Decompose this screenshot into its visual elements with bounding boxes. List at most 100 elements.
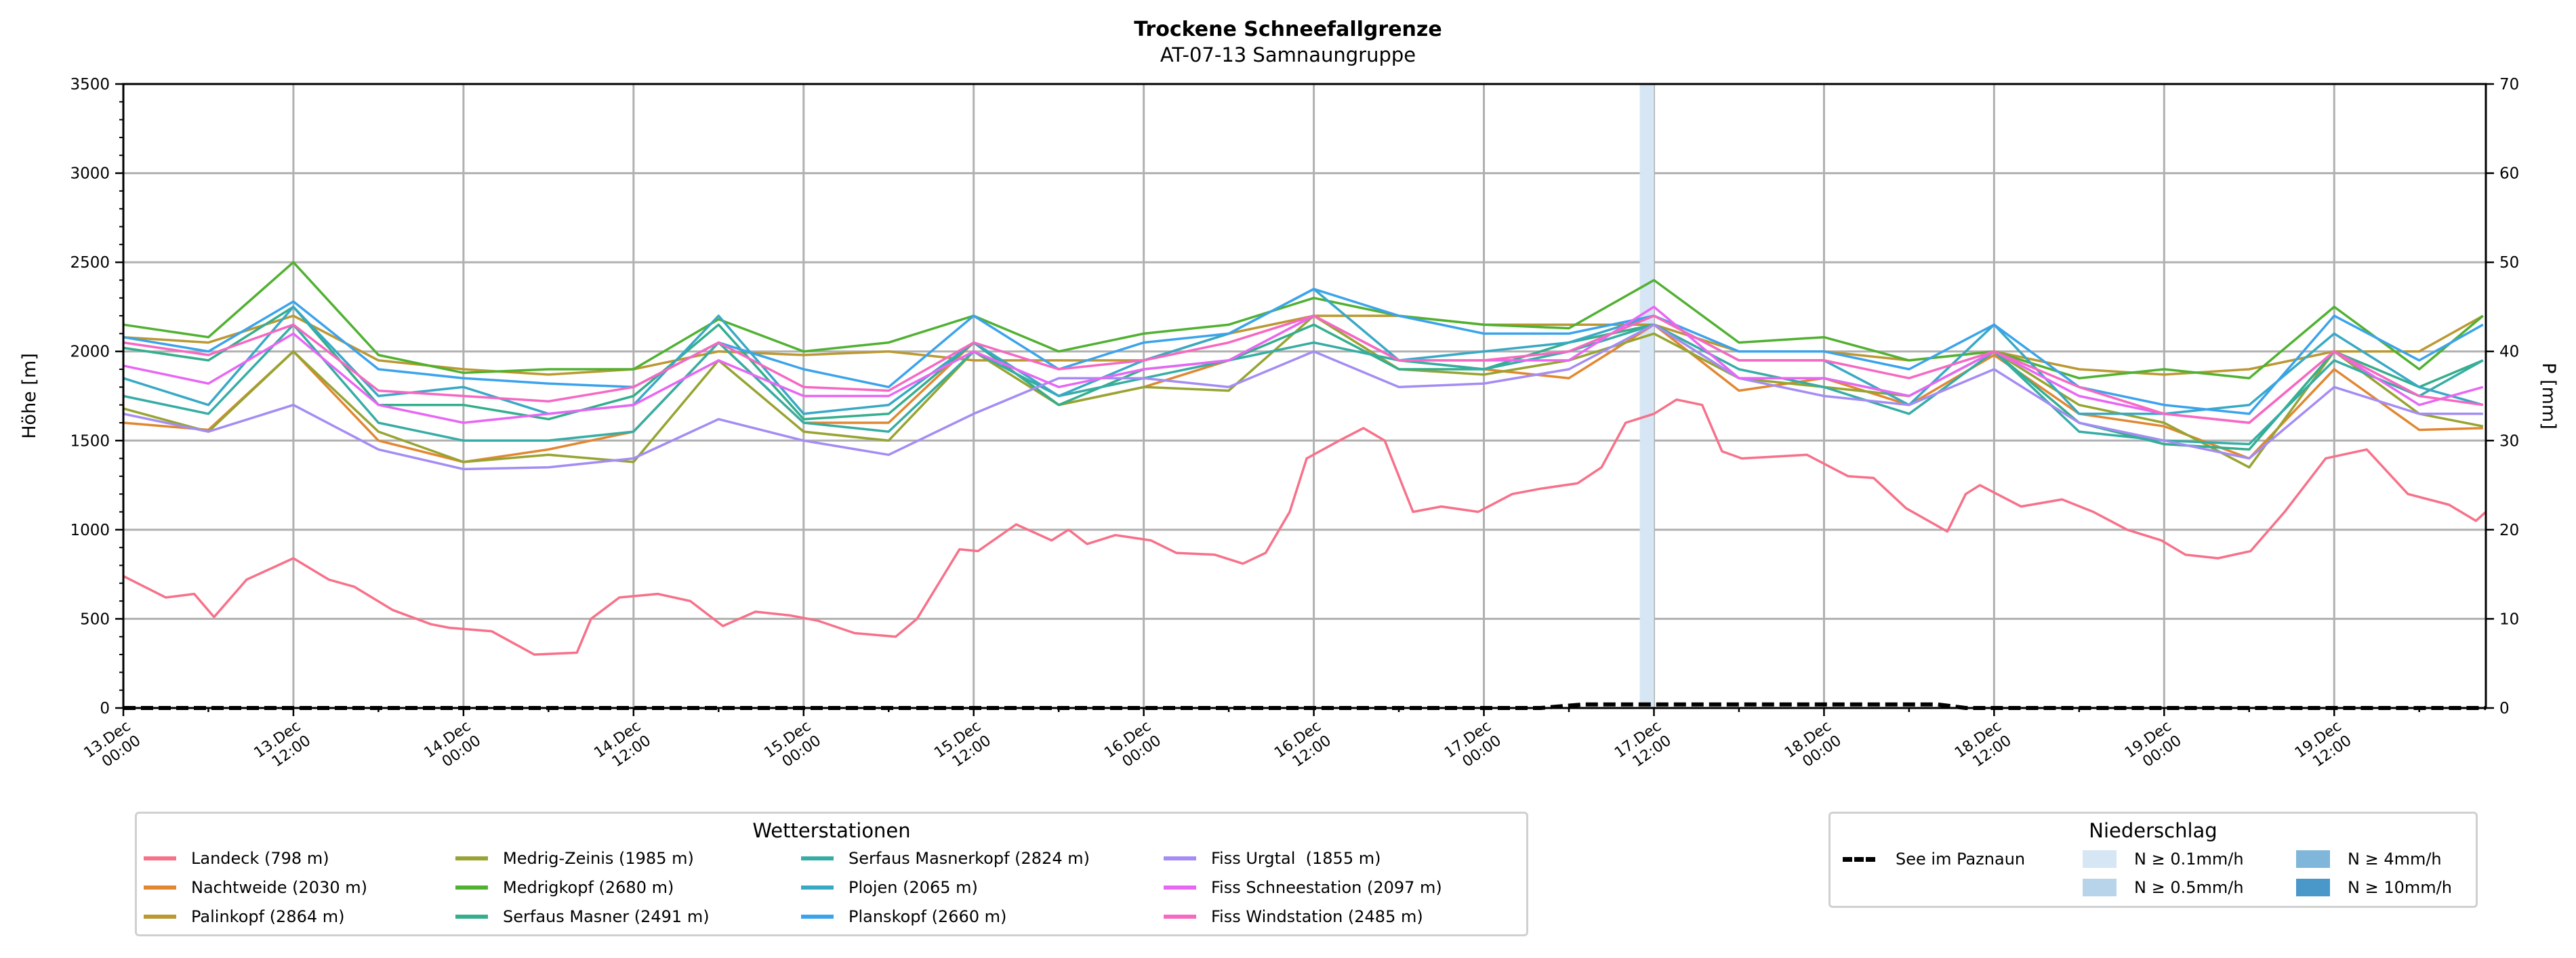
series-line-landeck-798-m-	[123, 398, 2487, 656]
legend-swatch	[455, 886, 488, 890]
legend-label: Fiss Windstation (2485 m)	[1211, 907, 1423, 926]
y2-tick-label: 40	[2499, 343, 2519, 361]
y-tick-label: 3500	[70, 76, 110, 93]
legend-item-precip-class: N ≥ 0.1mm/h	[2083, 850, 2244, 869]
legend-label: Nachtweide (2030 m)	[191, 878, 367, 897]
legend-swatch	[2296, 879, 2330, 896]
legend-stations-title: Wetterstationen	[752, 819, 911, 842]
legend-swatch	[801, 886, 834, 890]
legend-label: Planskopf (2660 m)	[849, 907, 1007, 926]
legend-item: Fiss Urgtal (1855 m)	[1164, 849, 1381, 868]
y2-tick-label: 0	[2499, 700, 2510, 717]
legend-swatch	[2296, 850, 2330, 868]
y-tick-label: 1000	[70, 522, 110, 539]
x-tick-label: 19.Dec12:00	[2292, 717, 2355, 776]
y2-tick-label: 50	[2499, 254, 2519, 272]
chart-title: Trockene Schneefallgrenze	[1134, 18, 1442, 41]
legend-swatch	[455, 915, 488, 919]
legend-label: Landeck (798 m)	[191, 849, 329, 868]
legend-swatch	[1164, 886, 1196, 890]
legend-label: N ≥ 10mm/h	[2348, 878, 2452, 897]
legend-item: Fiss Windstation (2485 m)	[1164, 907, 1423, 926]
precip-spans	[1639, 84, 1654, 708]
legend-item-precip-class: N ≥ 0.5mm/h	[2083, 878, 2244, 897]
legend-label: N ≥ 0.1mm/h	[2134, 850, 2244, 869]
series-line-serfaus-masnerkopf-2824-m-	[123, 323, 2484, 446]
legend-item: Palinkopf (2864 m)	[144, 907, 345, 926]
y-tick-label: 2500	[70, 254, 110, 272]
legend-item: Plojen (2065 m)	[801, 878, 978, 897]
chart-subtitle: AT-07-13 Samnaungruppe	[1160, 43, 1416, 66]
legend-swatch	[2083, 879, 2117, 896]
x-tick-label: 13.Dec00:00	[81, 717, 144, 776]
series-lines	[123, 261, 2487, 710]
legend-item: Fiss Schneestation (2097 m)	[1164, 878, 1442, 897]
x-tick-label: 18.Dec00:00	[1782, 717, 1845, 776]
y2-tick-label: 20	[2499, 522, 2519, 539]
legend-precip: Niederschlag See im Paznaun N ≥ 0.1mm/h N…	[1828, 812, 2478, 908]
legend-label: See im Paznaun	[1896, 850, 2026, 869]
legend-item: Medrigkopf (2680 m)	[455, 878, 674, 897]
legend-swatch	[2083, 850, 2117, 868]
x-tick-label: 16.Dec00:00	[1101, 717, 1164, 776]
legend-label: Medrigkopf (2680 m)	[503, 878, 674, 897]
legend-label: Palinkopf (2864 m)	[191, 907, 345, 926]
legend-item: Planskopf (2660 m)	[801, 907, 1006, 926]
y-tick-label: 2000	[70, 343, 110, 361]
legend-item: Nachtweide (2030 m)	[144, 878, 367, 897]
y-tick-label: 500	[80, 610, 110, 628]
legend-precip-title: Niederschlag	[2089, 819, 2217, 842]
legend-item-precip-class: N ≥ 10mm/h	[2296, 878, 2452, 897]
legend-swatch	[455, 856, 488, 860]
legend-label: Serfaus Masner (2491 m)	[503, 907, 710, 926]
series-line-fiss-windstation-2485-m-	[123, 314, 2484, 424]
y2-tick-label: 70	[2499, 76, 2519, 93]
legend-label: Medrig-Zeinis (1985 m)	[503, 849, 694, 868]
legend-swatch	[144, 856, 176, 860]
y2-tick-label: 30	[2499, 432, 2519, 450]
precip-span	[1639, 84, 1654, 708]
plot-frame	[122, 83, 2487, 709]
x-tick-label: 16.Dec12:00	[1271, 717, 1334, 776]
legend-swatch	[801, 856, 834, 860]
legend-label: N ≥ 4mm/h	[2348, 850, 2442, 869]
y-tick-label: 1500	[70, 432, 110, 450]
legend-swatch	[801, 915, 834, 919]
legend-item-see-im-paznaun: See im Paznaun	[1843, 850, 2025, 869]
series-line-planskopf-2660-m-	[123, 287, 2484, 415]
legend-stations: Wetterstationen Landeck (798 m) Nachtweid…	[135, 812, 1528, 936]
legend-swatch	[1164, 915, 1196, 919]
x-tick-label: 17.Dec12:00	[1612, 717, 1675, 776]
y2-tick-label: 10	[2499, 610, 2519, 628]
legend-item-precip-class: N ≥ 4mm/h	[2296, 850, 2442, 869]
x-tick-label: 19.Dec00:00	[2122, 717, 2185, 776]
legend-item: Landeck (798 m)	[144, 849, 329, 868]
y-axis-label: Höhe [m]	[19, 353, 40, 439]
x-tick-label: 17.Dec00:00	[1442, 717, 1505, 776]
legend-item: Serfaus Masnerkopf (2824 m)	[801, 849, 1090, 868]
legend-label: Serfaus Masnerkopf (2824 m)	[849, 849, 1090, 868]
dashed-line-swatch	[1843, 856, 1875, 862]
y2-tick-label: 60	[2499, 165, 2519, 183]
x-tick-label: 14.Dec00:00	[421, 717, 484, 776]
x-tick-label: 18.Dec12:00	[1952, 717, 2015, 776]
legend-item: Serfaus Masner (2491 m)	[455, 907, 710, 926]
legend-swatch	[1164, 856, 1196, 860]
legend-label: Fiss Urgtal (1855 m)	[1211, 849, 1381, 868]
legend-swatch	[144, 886, 176, 890]
y-tick-label: 3000	[70, 165, 110, 183]
y-axis-label-right: P [mm]	[2538, 362, 2559, 430]
legend-label: Fiss Schneestation (2097 m)	[1211, 878, 1442, 897]
legend-label: Plojen (2065 m)	[849, 878, 978, 897]
y-tick-label: 0	[100, 700, 110, 717]
x-tick-label: 15.Dec00:00	[761, 717, 824, 776]
x-tick-label: 13.Dec12:00	[251, 717, 314, 776]
x-tick-label: 14.Dec12:00	[591, 717, 654, 776]
axes: 0 500 1000 1500 2000 2500 3000 3500 0 10 20 30 40 50 6…	[19, 76, 2559, 776]
x-tick-label: 15.Dec12:00	[931, 717, 994, 776]
series-line-medrigkopf-2680-m-	[123, 261, 2484, 379]
legend-swatch	[144, 915, 176, 919]
series-line-fiss-urgtal-1855-m-	[123, 323, 2483, 471]
legend-label: N ≥ 0.5mm/h	[2134, 878, 2244, 897]
